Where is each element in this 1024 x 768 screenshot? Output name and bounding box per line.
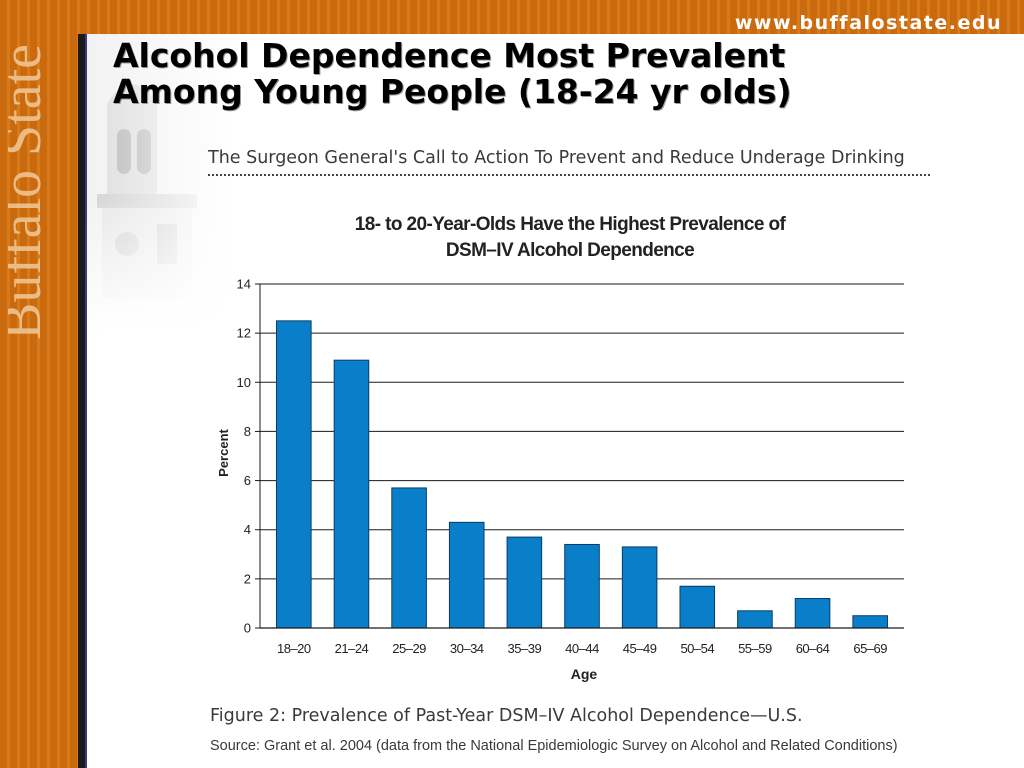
y-tick-label-10: 10 [237, 375, 251, 390]
source-citation: Source: Grant et al. 2004 (data from the… [210, 738, 898, 754]
bar-chart: 18- to 20-Year-Olds Have the Highest Pre… [200, 200, 930, 700]
bar-4 [506, 536, 543, 629]
x-tick-label-7: 50–54 [680, 641, 714, 656]
x-tick-label-0: 18–20 [277, 641, 311, 656]
y-tick-label-12: 12 [237, 326, 251, 341]
x-tick-label-8: 55–59 [738, 641, 772, 656]
x-tick-label-1: 21–24 [335, 641, 369, 656]
buffalo-state-logo: Buffalo State [8, 30, 72, 350]
bar-1 [333, 359, 370, 629]
y-tick-label-8: 8 [244, 424, 251, 439]
x-tick-label-5: 40–44 [565, 641, 599, 656]
x-tick-label-9: 60–64 [796, 641, 830, 656]
logo-text: Buffalo State [8, 44, 53, 340]
bar-3 [448, 521, 485, 629]
slide-title-line-2: Among Young People (18-24 yr olds) [113, 72, 792, 111]
bar-7 [679, 585, 716, 629]
chart-title-line-2: DSM–IV Alcohol Dependence [446, 240, 694, 261]
building-graphic [87, 34, 237, 334]
x-axis-label: Age [571, 666, 598, 682]
sidebar-divider [78, 34, 85, 768]
bar-10 [852, 615, 888, 629]
bar-2 [391, 487, 427, 629]
x-tick-label-10: 65–69 [853, 641, 887, 656]
bars [276, 320, 888, 629]
y-tick-label-6: 6 [244, 473, 251, 488]
chart-title-line-1: 18- to 20-Year-Olds Have the Highest Pre… [355, 214, 787, 235]
slide-title-line-1: Alcohol Dependence Most Prevalent [113, 36, 786, 75]
sidebar-divider-accent [85, 34, 87, 768]
bar-9 [794, 598, 831, 629]
x-tick-label-3: 30–34 [450, 641, 484, 656]
bar-6 [621, 546, 658, 629]
bar-0 [276, 320, 312, 629]
dotted-divider [208, 174, 930, 177]
axes: 0 2 4 6 8 10 12 14 18–20 21–24 25–29 30–34 35–39 40–4… [237, 277, 904, 656]
y-axis-label: Percent [216, 428, 231, 476]
bar-8 [737, 610, 773, 629]
surgeon-general-subtitle: The Surgeon General's Call to Action To … [208, 148, 905, 168]
x-tick-label-4: 35–39 [508, 641, 542, 656]
y-tick-label-14: 14 [237, 277, 251, 292]
x-tick-label-2: 25–29 [392, 641, 426, 656]
y-tick-label-0: 0 [244, 621, 251, 636]
left-sidebar-band: Buffalo State [0, 0, 78, 768]
site-url: www.buffalostate.edu [734, 12, 1002, 34]
y-tick-label-2: 2 [244, 571, 251, 586]
figure-caption: Figure 2: Prevalence of Past-Year DSM–IV… [210, 706, 803, 726]
y-tick-label-4: 4 [244, 522, 251, 537]
slide-title: Alcohol Dependence Most Prevalent Among … [113, 38, 1018, 110]
top-banner: www.buffalostate.edu [0, 0, 1024, 34]
bar-5 [564, 543, 600, 629]
x-tick-label-6: 45–49 [623, 641, 657, 656]
